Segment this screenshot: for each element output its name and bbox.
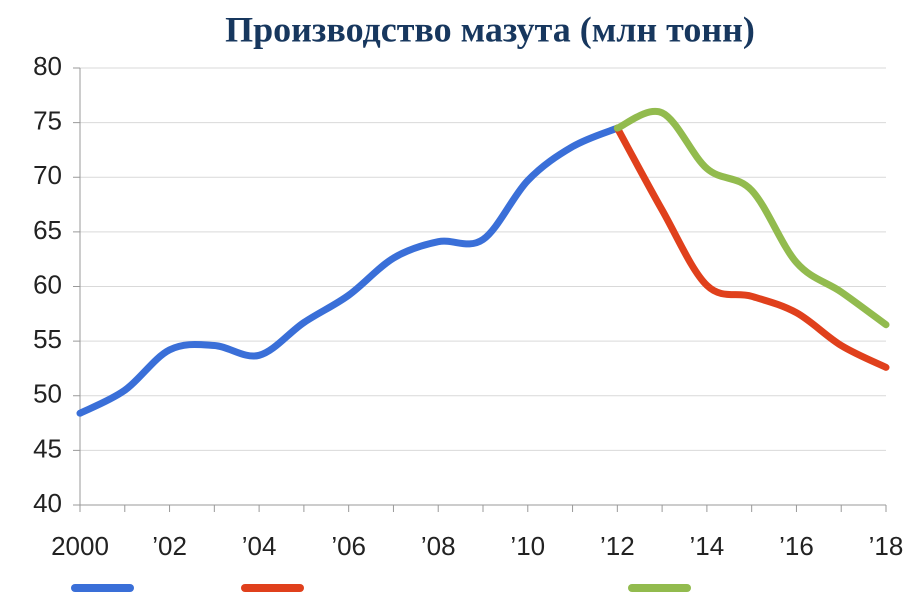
- y-tick-label: 55: [33, 324, 62, 354]
- x-tick-label: ’02: [152, 531, 187, 561]
- x-tick-label: ’06: [331, 531, 366, 561]
- y-tick-label: 50: [33, 379, 62, 409]
- y-tick-label: 75: [33, 106, 62, 136]
- y-tick-label: 40: [33, 488, 62, 518]
- x-tick-label: ’12: [600, 531, 635, 561]
- x-tick-label: ’08: [421, 531, 456, 561]
- y-tick-label: 80: [33, 51, 62, 81]
- series-line: [613, 124, 890, 371]
- x-tick-label: 2000: [51, 531, 109, 561]
- x-tick-label: ’10: [510, 531, 545, 561]
- y-tick-label: 70: [33, 160, 62, 190]
- y-tick-label: 60: [33, 269, 62, 299]
- x-tick-label: ’14: [690, 531, 725, 561]
- chart-title: Производство мазута (млн тонн): [225, 9, 755, 49]
- series-line: [613, 107, 890, 329]
- y-tick-label: 65: [33, 215, 62, 245]
- x-tick-label: ’18: [869, 531, 904, 561]
- x-tick-label: ’04: [242, 531, 277, 561]
- x-tick-label: ’16: [779, 531, 814, 561]
- y-tick-label: 45: [33, 433, 62, 463]
- series-line: [76, 124, 621, 417]
